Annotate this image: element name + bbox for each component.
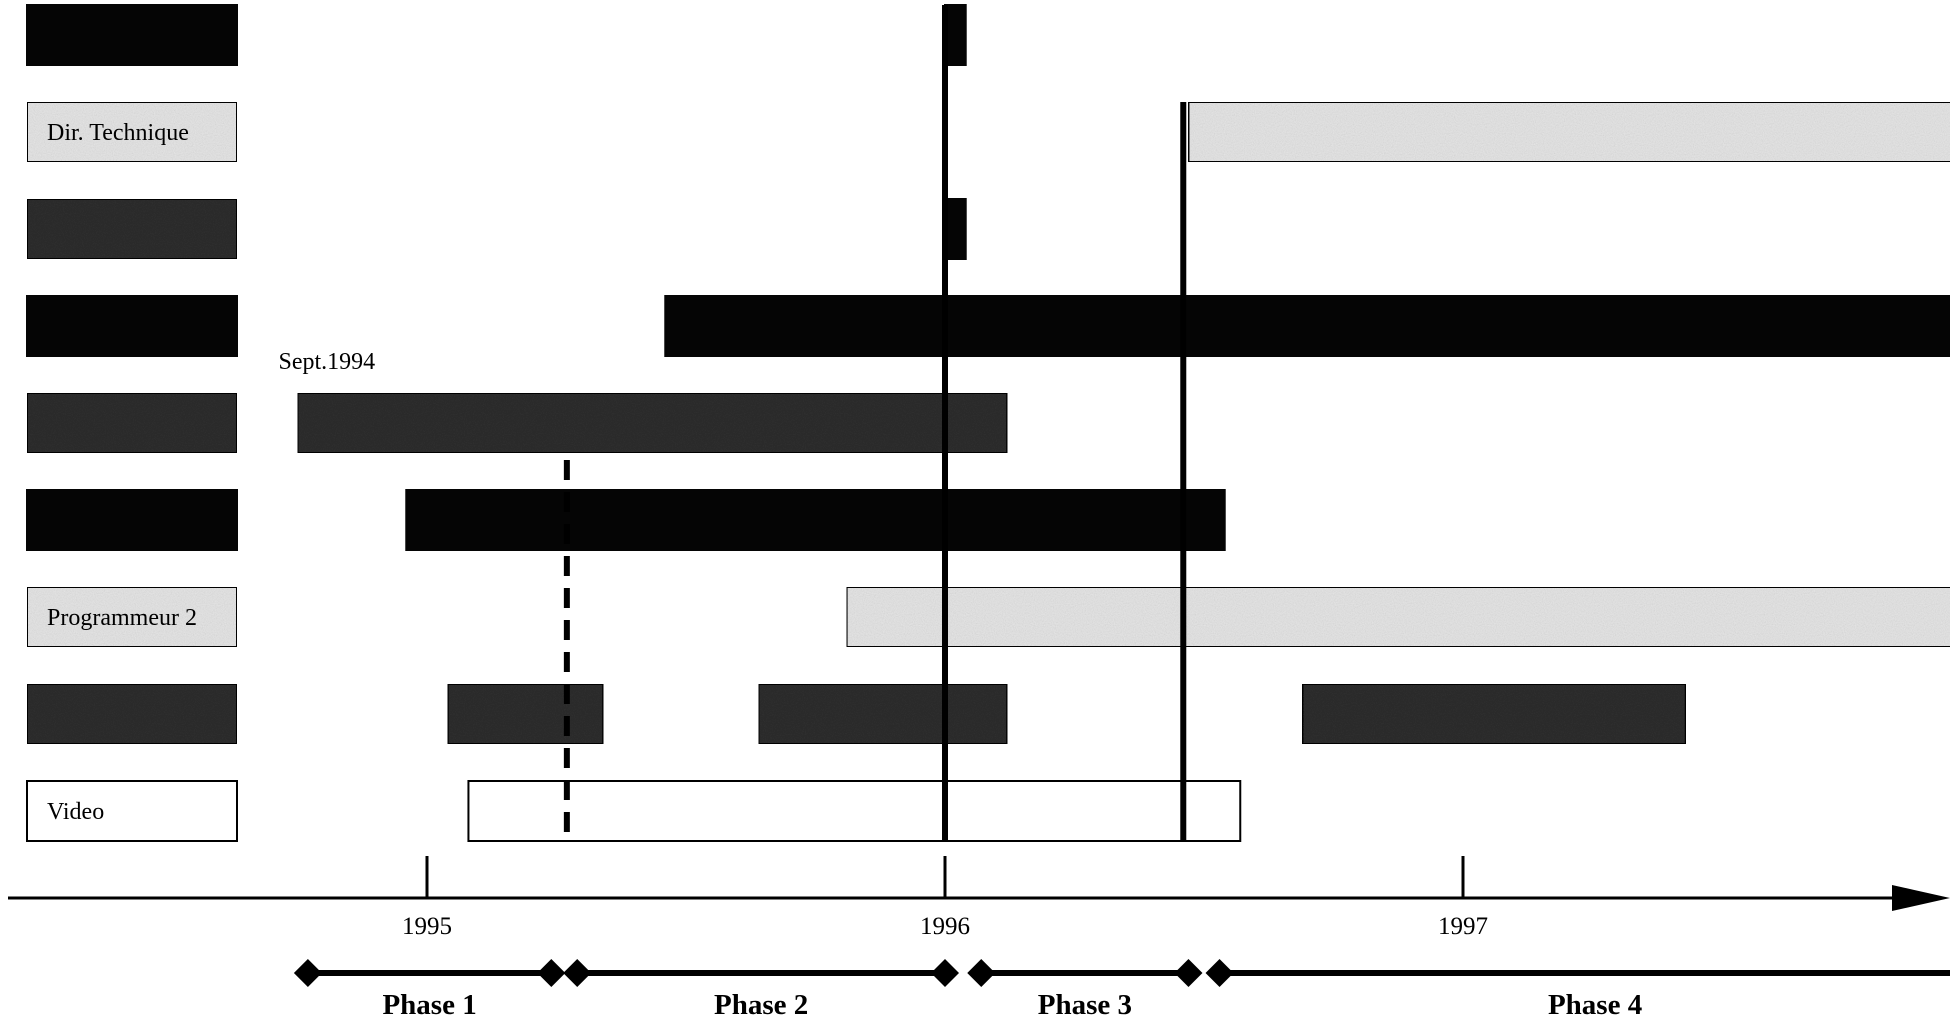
row-label-box [26,198,238,260]
row-label-box [26,295,238,357]
gantt-bar [944,198,967,260]
gantt-bar [1301,683,1687,745]
row-label-text: Programmeur 2 [47,605,197,631]
phase-diamond-marker [931,959,959,987]
row-label-box [26,683,238,745]
axis-tick-label: 1997 [1438,913,1488,940]
gantt-bar [944,4,967,66]
row-label-text: Dir. Technique [47,120,189,146]
row-label-box [26,586,238,648]
axis-tick-label: 1995 [402,913,452,940]
row-label-text: Video [47,799,104,825]
gantt-bar [296,392,1009,454]
gantt-bar [664,295,1950,357]
phase-diamond-marker [967,959,996,987]
phase-label: Phase 2 [714,989,808,1021]
phase-track: Phase 1 Phase 2 Phase 3 Phase 4 [293,959,1950,1021]
axis-arrowhead [1892,885,1950,911]
gantt-bar [845,586,1950,648]
row-label-box [26,4,238,66]
phase-diamond-marker [563,959,592,987]
reference-line-layer [563,5,1187,841]
gantt-bar [467,780,1242,842]
gantt-bar [757,683,1009,745]
gantt-bar [1187,101,1950,163]
date-annotation: Sept.1994 [279,349,376,375]
phase-label: Phase 4 [1548,989,1642,1021]
row-label-box [26,489,238,551]
row-label-column: Dir. Technique Programmeur 2 Video [26,4,238,842]
time-axis: 1995 1996 1997 [8,856,1950,940]
phase-diamond-marker [293,959,322,987]
bar-layer [296,4,1950,842]
phase-label: Phase 1 [382,989,476,1021]
phase-diamond-marker [1205,959,1234,987]
row-label-box [26,780,238,842]
annotation-layer: Sept.1994 [279,349,376,375]
gantt-bar [405,489,1226,551]
phase-diamond-marker [537,959,566,987]
row-label-box [26,392,238,454]
axis-tick-label: 1996 [920,913,970,940]
phase-diamond-marker [1174,959,1203,987]
row-label-box [26,101,238,163]
gantt-bar [446,683,605,745]
phase-label: Phase 3 [1038,989,1132,1021]
